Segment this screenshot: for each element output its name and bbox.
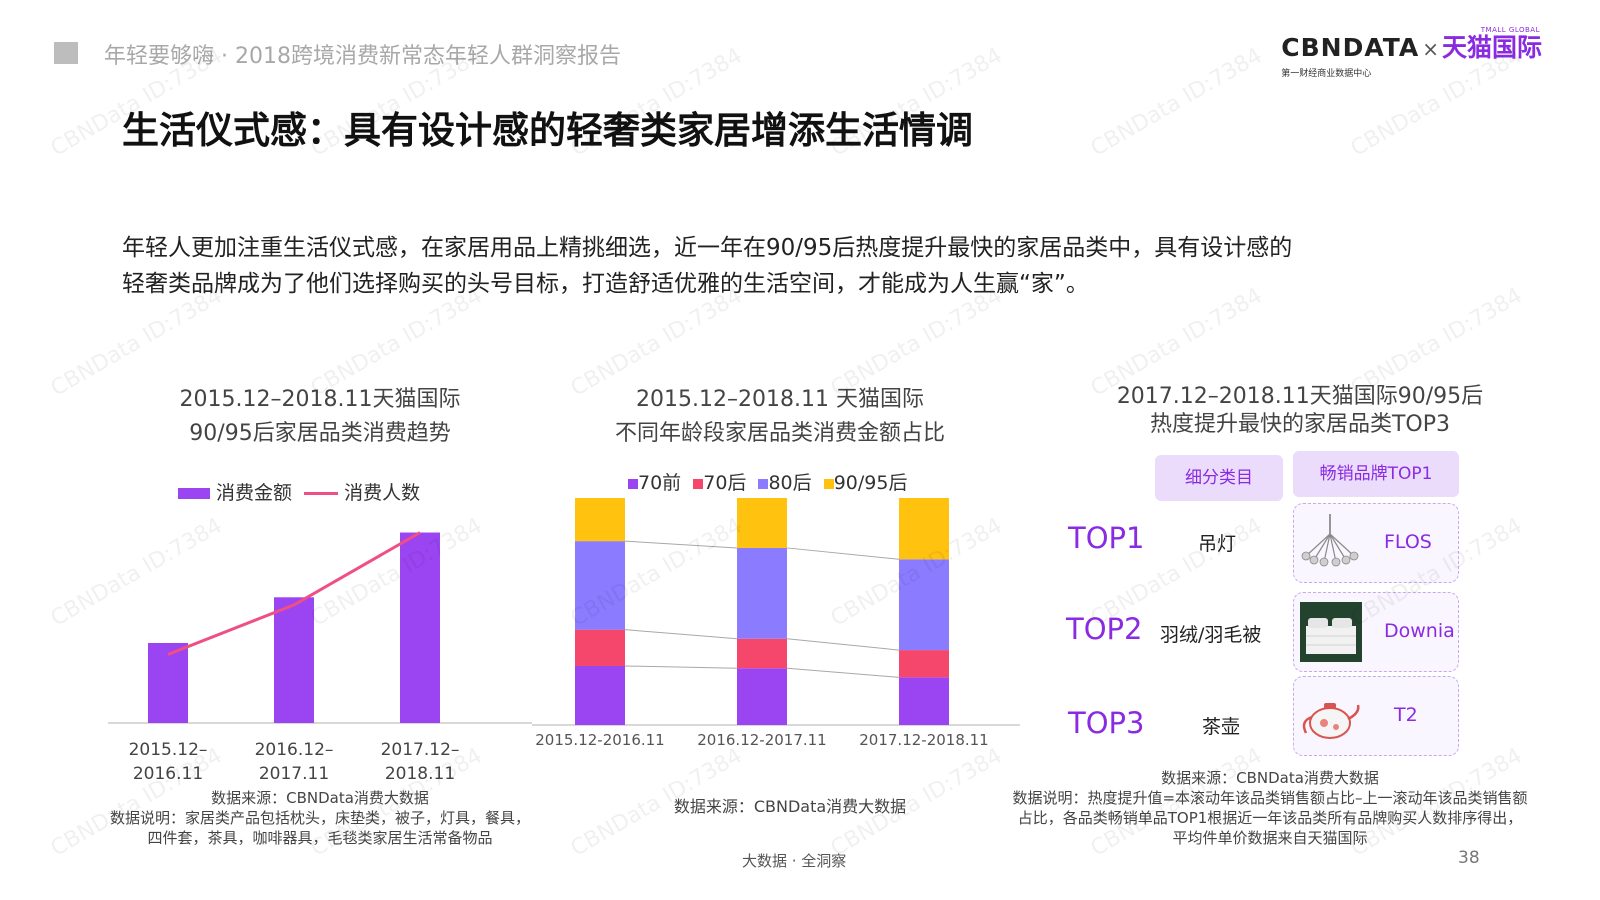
chart1-title: 2015.12–2018.11天猫国际 90/95后家居品类消费趋势 bbox=[110, 383, 530, 451]
chart1-bar-1 bbox=[148, 643, 188, 723]
top3-category: 茶壶 bbox=[1202, 716, 1241, 738]
chart2-tick-2: 2016.12-2017.11 bbox=[697, 731, 826, 749]
legend-label-amount: 消费金额 bbox=[216, 482, 293, 504]
chart2-connector-1-1 bbox=[624, 665, 738, 669]
chart2-connector-2-2 bbox=[786, 638, 900, 651]
duvet-bed-icon bbox=[1300, 602, 1362, 662]
chart2-bar-2-seg-3 bbox=[737, 547, 787, 639]
chart2-bar-3-seg-1 bbox=[899, 677, 949, 725]
chart1-tick-3-2: 2018.11 bbox=[385, 764, 455, 784]
chart2-bar-3-seg-3 bbox=[899, 559, 949, 651]
top3-brand-card: T2 bbox=[1293, 676, 1459, 756]
chart1-svg: 2015.12– 2016.11 2016.12– 2017.11 2017.12– 20… bbox=[108, 531, 532, 784]
chart1-note-line-1: 数据说明：家居类产品包括枕头，床垫类，被子，灯具，餐具， bbox=[109, 809, 530, 827]
legend-swatch-bar bbox=[178, 488, 210, 499]
chart1-title-line-1: 2015.12–2018.11天猫国际 bbox=[179, 387, 461, 412]
chart2-connector-2-1 bbox=[624, 629, 738, 640]
chart2-tick-1: 2015.12-2016.11 bbox=[535, 731, 664, 749]
chandelier-icon bbox=[1301, 514, 1359, 567]
top1-category: 吊灯 bbox=[1198, 533, 1237, 555]
chart2-tick-3: 2017.12-2018.11 bbox=[859, 731, 988, 749]
report-title: 年轻要够嗨 · 2018跨境消费新常态年轻人群洞察报告 bbox=[104, 44, 621, 69]
chart2-connector-3-2 bbox=[786, 547, 900, 560]
legend-label-people: 消费人数 bbox=[344, 482, 421, 504]
chart2-bar-3-seg-2 bbox=[899, 650, 949, 678]
intro-paragraph: 年轻人更加注重生活仪式感，在家居用品上精挑细选，近一年在90/95后热度提升最快… bbox=[122, 230, 1502, 302]
chart2-legend: 70前 70后 80后 90/95后 bbox=[628, 468, 907, 495]
chart1-tick-1-2: 2016.11 bbox=[133, 764, 203, 784]
chart2-svg: 2015.12-2016.11 2016.12-2017.11 2017.12-20… bbox=[532, 498, 1020, 749]
top3-title: 2017.12–2018.11天猫国际90/95后 热度提升最快的家居品类TOP… bbox=[1060, 383, 1540, 439]
top3-title-line-1: 2017.12–2018.11天猫国际90/95后 bbox=[1116, 384, 1484, 409]
chart1-note-line-2: 四件套，茶具，咖啡器具，毛毯类家居生活常备物品 bbox=[147, 829, 493, 847]
logo-tagline: 第一财经商业数据中心 bbox=[1281, 69, 1372, 79]
top1-rank: TOP1 bbox=[1068, 521, 1145, 555]
top3-note-line-3: 平均件单价数据来自天猫国际 bbox=[1172, 829, 1368, 847]
chart2-connector-1-2 bbox=[786, 667, 900, 678]
page-title: 生活仪式感：具有设计感的轻奢类家居增添生活情调 bbox=[122, 109, 973, 152]
page-number: 38 bbox=[1458, 848, 1480, 868]
chart1-notes: 数据来源：CBNData消费大数据 数据说明：家居类产品包括枕头，床垫类，被子，… bbox=[60, 788, 580, 848]
top3-title-line-2: 热度提升最快的家居品类TOP3 bbox=[1149, 412, 1451, 437]
top3-brand: T2 bbox=[1394, 704, 1418, 726]
top1-brand: FLOS bbox=[1384, 531, 1432, 553]
chart1-tick-2-2: 2017.11 bbox=[259, 764, 329, 784]
chart2-bar-2-seg-2 bbox=[737, 638, 787, 669]
legend-label-70pre: 70前 bbox=[638, 472, 682, 494]
chart2-bar-1-seg-2 bbox=[575, 629, 625, 666]
top3-source: 数据来源：CBNData消费大数据 bbox=[1161, 769, 1379, 787]
top3-notes: 数据来源：CBNData消费大数据 数据说明：热度提升值=本滚动年该品类销售额占… bbox=[980, 768, 1560, 848]
legend-label-70s: 70后 bbox=[703, 472, 747, 494]
top3-note-line-1: 数据说明：热度提升值=本滚动年该品类销售额占比–上一滚动年该品类销售额 bbox=[1012, 789, 1528, 807]
top2-brand: Downia bbox=[1384, 620, 1455, 642]
legend-label-9095: 90/95后 bbox=[833, 472, 908, 494]
logo-partner: 天猫国际 bbox=[1441, 33, 1542, 62]
legend-swatch-9095 bbox=[823, 479, 834, 489]
intro-line-1: 年轻人更加注重生活仪式感，在家居用品上精挑细选，近一年在90/95后热度提升最快… bbox=[122, 235, 1293, 261]
chart2-bar-1-seg-4 bbox=[575, 498, 625, 542]
chart1-bar-2 bbox=[274, 597, 314, 723]
chart2-connector-3-1 bbox=[624, 540, 738, 549]
top2-category: 羽绒/羽毛被 bbox=[1160, 624, 1262, 646]
header-square bbox=[54, 42, 78, 64]
logo: TMALL GLOBAL CBNDATA × 天猫国际 第一财经商业数据中心 bbox=[1281, 26, 1542, 79]
legend-label-80s: 80后 bbox=[768, 472, 812, 494]
watermark-text: CBNData ID:7384 bbox=[1086, 43, 1267, 162]
top1-brand-card: FLOS bbox=[1293, 503, 1459, 583]
chart2-title-line-2: 不同年龄段家居品类消费金额占比 bbox=[614, 421, 945, 446]
logo-partner-en: TMALL GLOBAL bbox=[1480, 26, 1540, 34]
logo-brand: CBNDATA bbox=[1281, 33, 1420, 62]
legend-swatch-70s bbox=[693, 479, 704, 489]
chart1-title-line-2: 90/95后家居品类消费趋势 bbox=[189, 421, 451, 446]
legend-swatch-80s bbox=[758, 479, 769, 489]
chart2-title: 2015.12–2018.11 天猫国际 不同年龄段家居品类消费金额占比 bbox=[570, 383, 990, 451]
top2-rank: TOP2 bbox=[1066, 612, 1143, 646]
chart2-bar-1-seg-3 bbox=[575, 541, 625, 630]
chart2-bar-3-seg-4 bbox=[899, 498, 949, 560]
header-subcategory: 细分类目 bbox=[1155, 455, 1283, 501]
legend-swatch-line bbox=[304, 492, 339, 495]
chart2-bar-2-seg-1 bbox=[737, 668, 787, 725]
chart1-source: 数据来源：CBNData消费大数据 bbox=[211, 789, 429, 807]
footer-slogan: 大数据 · 全洞察 bbox=[742, 852, 847, 870]
chart2-source: 数据来源：CBNData消费大数据 bbox=[673, 797, 907, 816]
chart1-tick-2-1: 2016.12– bbox=[255, 740, 334, 760]
intro-line-2: 轻奢类品牌成为了他们选择购买的头号目标，打造舒适优雅的生活空间，才能成为人生赢“… bbox=[122, 271, 1089, 297]
chart2-bar-2-seg-4 bbox=[737, 498, 787, 548]
chart1-legend: 消费金额 消费人数 bbox=[178, 478, 420, 505]
chart1-tick-1-1: 2015.12– bbox=[129, 740, 208, 760]
top2-brand-card: Downia bbox=[1293, 592, 1459, 672]
chart1-series-line bbox=[167, 531, 421, 656]
chart1-bar-3 bbox=[400, 532, 440, 723]
logo-times: × bbox=[1422, 37, 1439, 61]
top3-note-line-2: 占比，各品类畅销单品TOP1根据近一年该品类所有品牌购买人数排序得出， bbox=[1017, 809, 1523, 827]
legend-swatch-70pre bbox=[628, 479, 638, 489]
top3-rank: TOP3 bbox=[1068, 706, 1145, 740]
chart2-title-line-1: 2015.12–2018.11 天猫国际 bbox=[636, 387, 924, 412]
chart2-bar-1-seg-1 bbox=[575, 665, 625, 725]
header-top-brand: 畅销品牌TOP1 bbox=[1293, 451, 1459, 497]
chart1-tick-3-1: 2017.12– bbox=[381, 740, 460, 760]
teapot-icon bbox=[1302, 703, 1360, 739]
